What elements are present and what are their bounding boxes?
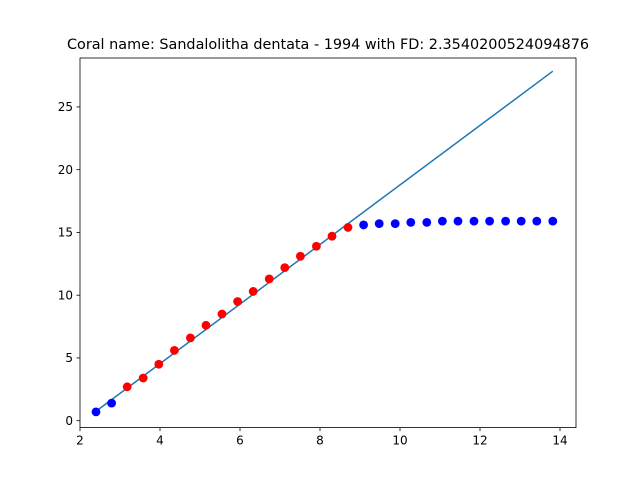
blue-point xyxy=(91,407,101,417)
red-point xyxy=(201,320,211,330)
x-tick-label: 8 xyxy=(316,434,324,448)
blue-point xyxy=(453,216,463,226)
y-tick-label: 5 xyxy=(65,351,73,365)
fit-line xyxy=(95,70,554,412)
blue-point xyxy=(374,219,384,229)
y-tick-label: 20 xyxy=(58,163,73,177)
blue-point xyxy=(469,216,479,226)
red-point xyxy=(327,231,337,241)
red-point xyxy=(170,346,179,355)
x-tick-label: 14 xyxy=(552,434,567,448)
blue-point xyxy=(548,216,558,226)
y-tick-label: 15 xyxy=(58,226,73,240)
red-point xyxy=(296,251,305,261)
blue-point xyxy=(485,216,494,226)
blue-point xyxy=(532,216,542,226)
x-tick-label: 6 xyxy=(236,434,244,448)
red-point xyxy=(264,274,274,284)
blue-point xyxy=(406,218,416,227)
x-tick-label: 2 xyxy=(76,434,84,448)
red-point xyxy=(312,241,321,251)
chart-title: Coral name: Sandalolitha dentata - 1994 … xyxy=(67,37,589,53)
blue-point xyxy=(390,219,400,229)
x-tick-label: 12 xyxy=(472,434,487,448)
red-point xyxy=(138,373,148,383)
blue-point xyxy=(422,218,432,227)
blue-point xyxy=(107,398,116,408)
red-point xyxy=(233,297,243,306)
red-point xyxy=(280,263,290,272)
x-axis: 2 4 6 8 10 12 14 xyxy=(76,427,568,448)
axes-frame xyxy=(79,57,577,429)
y-axis: 0 5 10 15 20 25 xyxy=(58,100,80,428)
red-point xyxy=(186,333,195,343)
red-point xyxy=(217,309,227,319)
plot-area xyxy=(91,70,558,417)
red-point xyxy=(248,287,258,296)
y-tick-label: 25 xyxy=(58,100,73,114)
y-tick-label: 0 xyxy=(65,414,73,428)
red-point xyxy=(122,382,132,392)
x-tick-label: 4 xyxy=(156,434,164,448)
blue-point xyxy=(359,220,368,230)
red-point xyxy=(154,359,164,369)
blue-point xyxy=(501,216,510,226)
blue-point xyxy=(516,216,526,226)
y-tick-label: 10 xyxy=(58,288,73,302)
x-tick-label: 10 xyxy=(392,434,407,448)
blue-point xyxy=(438,216,447,226)
red-point xyxy=(343,223,353,232)
